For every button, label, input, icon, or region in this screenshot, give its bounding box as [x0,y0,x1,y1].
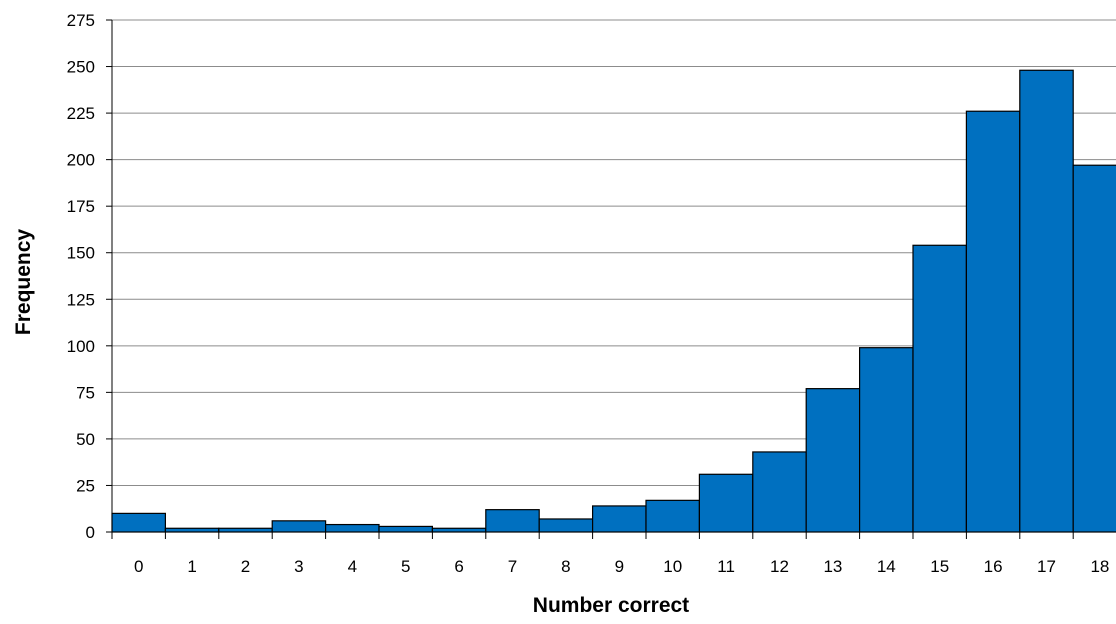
x-tick-label: 2 [241,557,250,576]
x-tick-label: 8 [561,557,570,576]
bar-2 [218,527,273,533]
x-tick-label: 0 [134,557,143,576]
y-tick-label: 225 [67,104,95,123]
y-tick-label: 50 [76,430,95,449]
bar-16 [965,110,1021,533]
bar-1 [164,527,220,533]
bar-13 [805,388,861,533]
x-tick-label: 6 [454,557,463,576]
bar-14 [858,347,914,533]
x-tick-label: 18 [1090,557,1109,576]
x-tick-label: 13 [823,557,842,576]
bar-3 [271,520,327,533]
y-tick-label: 150 [67,244,95,263]
y-tick-label: 0 [86,523,95,542]
x-tick-label: 4 [348,557,357,576]
x-tick-label: 5 [401,557,410,576]
bar-10 [645,499,701,533]
x-tick-label: 7 [508,557,517,576]
bar-11 [698,473,754,533]
x-tick-label: 3 [294,557,303,576]
bar-0 [111,512,167,533]
y-tick-label: 175 [67,197,95,216]
bar-9 [591,505,647,533]
x-tick-label: 16 [984,557,1003,576]
bar-17 [1019,69,1074,533]
y-axis-title: Frequency [12,229,35,336]
x-tick-label: 17 [1037,557,1056,576]
bar-15 [912,244,968,533]
axes [106,19,1116,539]
x-tick-labels: 0 1 2 3 4 5 6 7 8 9 10 11 12 13 14 15 16 17 18 [134,557,1109,576]
bar-18 [1072,164,1116,533]
x-tick-label: 11 [717,557,735,576]
y-tick-label: 200 [67,151,95,170]
x-tick-label: 10 [663,557,682,576]
bar-12 [752,451,807,533]
gridlines [112,19,1116,486]
bars [111,69,1116,533]
y-tick-label: 250 [67,58,95,77]
x-tick-label: 12 [770,557,789,576]
x-tick-label: 14 [877,557,896,576]
bar-8 [538,518,594,533]
x-axis-title: Number correct [533,594,689,617]
y-tick-labels: 0 25 50 75 100 125 150 175 200 225 250 275 [67,11,95,542]
bar-5 [378,525,434,533]
x-tick-label: 1 [187,557,196,576]
bar-6 [431,527,487,533]
y-tick-label: 125 [67,290,95,309]
y-tick-label: 75 [76,383,95,402]
bar-7 [485,509,540,533]
x-tick-label: 9 [615,557,624,576]
y-tick-label: 25 [76,476,95,495]
y-tick-label: 275 [67,11,95,30]
bar-4 [325,523,380,533]
y-tick-label: 100 [67,337,95,356]
x-tick-label: 15 [930,557,949,576]
